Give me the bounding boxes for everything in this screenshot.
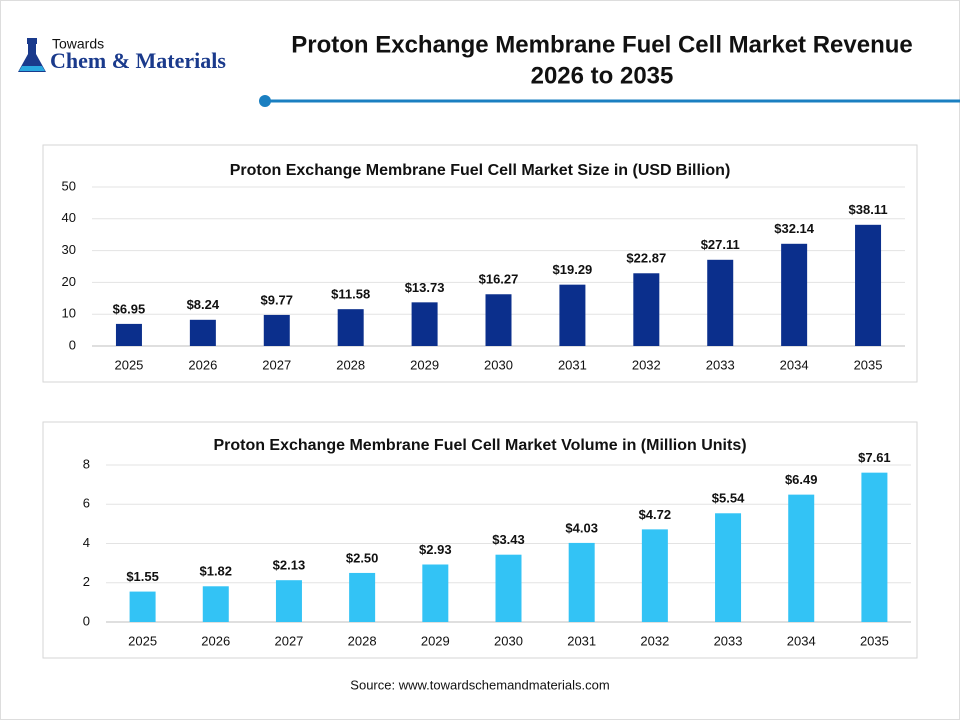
- bar: [861, 472, 888, 622]
- y-tick-label: 6: [83, 496, 90, 511]
- bar: [349, 572, 376, 622]
- y-tick-label: 8: [83, 456, 90, 471]
- x-tick-label: 2025: [128, 633, 157, 648]
- bar: [189, 319, 216, 346]
- value-label: $1.82: [199, 564, 232, 579]
- bar: [202, 586, 229, 622]
- value-label: $7.61: [858, 450, 891, 465]
- y-tick-label: 10: [62, 306, 76, 321]
- x-tick-label: 2028: [348, 633, 377, 648]
- x-tick-label: 2034: [780, 357, 809, 372]
- bar: [788, 494, 815, 622]
- y-tick-label: 40: [62, 210, 76, 225]
- value-label: $2.93: [419, 542, 452, 557]
- y-tick-label: 50: [62, 178, 76, 193]
- value-label: $6.49: [785, 472, 818, 487]
- bar: [411, 302, 438, 346]
- x-tick-label: 2029: [421, 633, 450, 648]
- chart-panel: [42, 144, 918, 383]
- bar: [633, 273, 660, 346]
- value-label: $6.95: [113, 301, 146, 316]
- x-tick-label: 2031: [558, 357, 587, 372]
- y-tick-label: 20: [62, 274, 76, 289]
- bar: [559, 284, 586, 346]
- x-tick-label: 2026: [188, 357, 217, 372]
- bar: [422, 564, 449, 622]
- value-label: $4.03: [565, 520, 598, 535]
- chart-title: Proton Exchange Membrane Fuel Cell Marke…: [230, 162, 731, 179]
- x-tick-label: 2032: [632, 357, 661, 372]
- x-tick-label: 2031: [567, 633, 596, 648]
- value-label: $13.73: [405, 280, 445, 295]
- y-tick-label: 4: [83, 535, 90, 550]
- value-label: $38.11: [849, 202, 888, 217]
- bar: [781, 243, 808, 346]
- value-label: $2.50: [346, 550, 379, 565]
- chart-panel: [42, 421, 918, 659]
- logo-top: Towards: [52, 36, 104, 52]
- x-tick-label: 2027: [262, 357, 291, 372]
- x-tick-label: 2030: [484, 357, 513, 372]
- value-label: $27.11: [701, 237, 740, 252]
- bar: [707, 259, 734, 346]
- value-label: $3.43: [492, 532, 525, 547]
- value-label: $5.54: [712, 491, 745, 506]
- bar: [715, 513, 742, 622]
- x-tick-label: 2028: [336, 357, 365, 372]
- x-tick-label: 2030: [494, 633, 523, 648]
- value-label: $2.13: [273, 558, 306, 573]
- bar: [275, 580, 302, 622]
- x-tick-label: 2025: [114, 357, 143, 372]
- page-title: Proton Exchange Membrane Fuel Cell Marke…: [291, 31, 913, 58]
- y-tick-label: 30: [62, 242, 76, 257]
- x-tick-label: 2033: [706, 357, 735, 372]
- bar: [485, 294, 512, 346]
- y-tick-label: 0: [69, 337, 76, 352]
- value-label: $9.77: [260, 292, 293, 307]
- bar: [115, 323, 142, 346]
- value-label: $16.27: [479, 272, 519, 287]
- x-tick-label: 2032: [640, 633, 669, 648]
- chart-title: Proton Exchange Membrane Fuel Cell Marke…: [213, 437, 746, 454]
- page-title: 2026 to 2035: [531, 62, 674, 89]
- bar: [263, 314, 290, 346]
- x-tick-label: 2035: [860, 633, 889, 648]
- y-tick-label: 2: [83, 574, 90, 589]
- bar: [495, 554, 522, 622]
- value-label: $22.87: [626, 251, 666, 266]
- logo-main: Chem & Materials: [50, 48, 226, 73]
- x-tick-label: 2026: [201, 633, 230, 648]
- bar: [568, 542, 595, 622]
- source: Source: www.towardschemandmaterials.com: [350, 677, 609, 692]
- value-label: $32.14: [774, 221, 815, 236]
- y-tick-label: 0: [83, 613, 90, 628]
- title-dot: [259, 95, 271, 107]
- bar: [641, 529, 668, 622]
- x-tick-label: 2034: [787, 633, 816, 648]
- value-label: $19.29: [553, 262, 593, 277]
- x-tick-label: 2029: [410, 357, 439, 372]
- bar: [855, 224, 882, 346]
- value-label: $4.72: [639, 507, 672, 522]
- x-tick-label: 2033: [714, 633, 743, 648]
- logo-icon: [18, 38, 46, 72]
- value-label: $8.24: [187, 297, 220, 312]
- value-label: $11.58: [331, 287, 370, 302]
- x-tick-label: 2027: [274, 633, 303, 648]
- value-label: $1.55: [126, 569, 159, 584]
- bar: [337, 309, 364, 346]
- x-tick-label: 2035: [854, 357, 883, 372]
- bar: [129, 591, 156, 622]
